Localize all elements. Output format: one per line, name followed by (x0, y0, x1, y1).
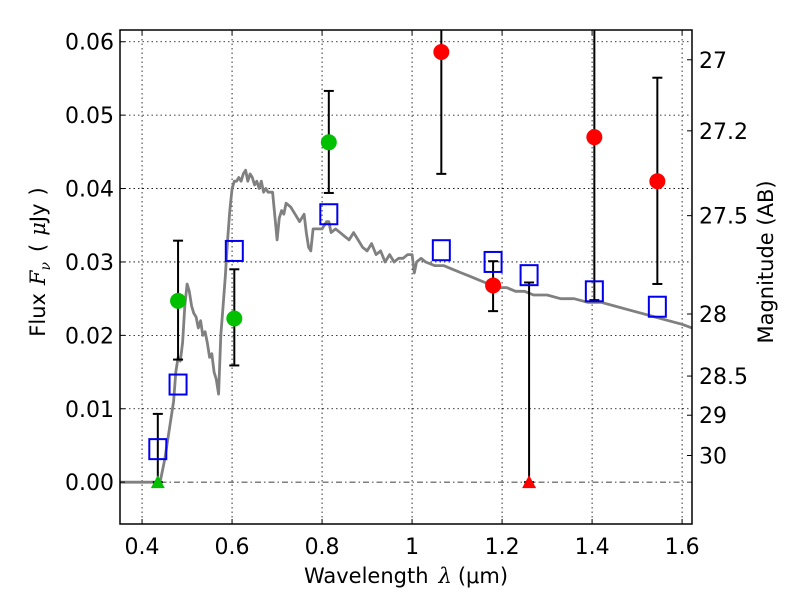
x-axis-label-prefix: Wavelength (304, 564, 429, 588)
model-photometry-square (168, 373, 188, 396)
y-axis-label-subscript: ν (38, 261, 54, 270)
detections-red-point (586, 129, 603, 146)
y-tick-label: 0.05 (65, 104, 114, 129)
y-axis-label-symbol: F (26, 269, 50, 286)
model-photometry-square (431, 239, 451, 262)
upper-limit-green-marker (150, 475, 165, 489)
detections-red-point (485, 277, 502, 294)
x-tick-label: 1.2 (485, 535, 520, 560)
model-photometry-square (224, 239, 244, 262)
grid (120, 30, 692, 524)
y2-axis-label: Magnitude (AB) (754, 180, 778, 343)
x-tick-label: 1 (405, 535, 419, 560)
y-axis-label-open: ( (26, 244, 50, 252)
y-tick-label: 0.03 (65, 251, 114, 276)
y-tick-label: 0.01 (65, 398, 114, 423)
detections-green-point (320, 134, 337, 151)
y2-tick-label: 30 (699, 445, 727, 470)
x-axis-label: Wavelength λ (μm) (304, 564, 508, 588)
y-axis-label-mu: μ (26, 222, 50, 236)
y2-tick-label: 29 (699, 404, 727, 429)
y-axis-label: Flux Fν ( μJy) (26, 187, 54, 336)
model-photometry-square (584, 280, 604, 303)
y2-tick-label: 27.5 (699, 205, 748, 230)
y-axis-label-prefix: Flux (26, 293, 50, 337)
y-tick-label: 0.06 (65, 31, 114, 56)
y2-tick-label: 27 (699, 49, 727, 74)
x-tick-label: 1.6 (665, 535, 700, 560)
detections-green-point (170, 292, 187, 309)
x-tick-label: 0.6 (215, 535, 250, 560)
y2-tick-label: 28 (699, 303, 727, 328)
y-axis-label-unit: Jy (26, 203, 50, 224)
model-photometry-square (519, 264, 539, 287)
markers (148, 44, 667, 489)
x-tick-label: 1.4 (575, 535, 610, 560)
model-photometry-square (483, 250, 503, 273)
x-axis-label-unit: (μm) (458, 564, 508, 588)
detections-red-point (433, 44, 450, 61)
x-tick-label: 0.8 (305, 535, 340, 560)
y-axis-label-close: ) (26, 187, 50, 195)
x-tick-label: 0.4 (125, 535, 160, 560)
y2-tick-label: 28.5 (699, 365, 748, 390)
model-photometry-square (148, 438, 168, 461)
x-axis-label-symbol: λ (438, 564, 452, 588)
upper-limit-red-marker (522, 475, 537, 489)
ticks: 0.4 0.6 0.8 1 1.2 1.4 1.6 0.00 0.01 0.02 0.03 0.04 0… (65, 30, 748, 560)
spectrum-line (120, 168, 692, 484)
model-photometry-square (647, 295, 667, 318)
plot-area (120, 30, 692, 484)
y-tick-label: 0.04 (65, 178, 114, 203)
detections-green-point (226, 310, 243, 327)
y-tick-label: 0.00 (65, 471, 114, 496)
y2-tick-label: 27.2 (699, 120, 748, 145)
axes-frame (119, 29, 693, 525)
detections-red-point (649, 173, 666, 190)
y-tick-label: 0.02 (65, 324, 114, 349)
model-photometry-square (319, 203, 339, 226)
